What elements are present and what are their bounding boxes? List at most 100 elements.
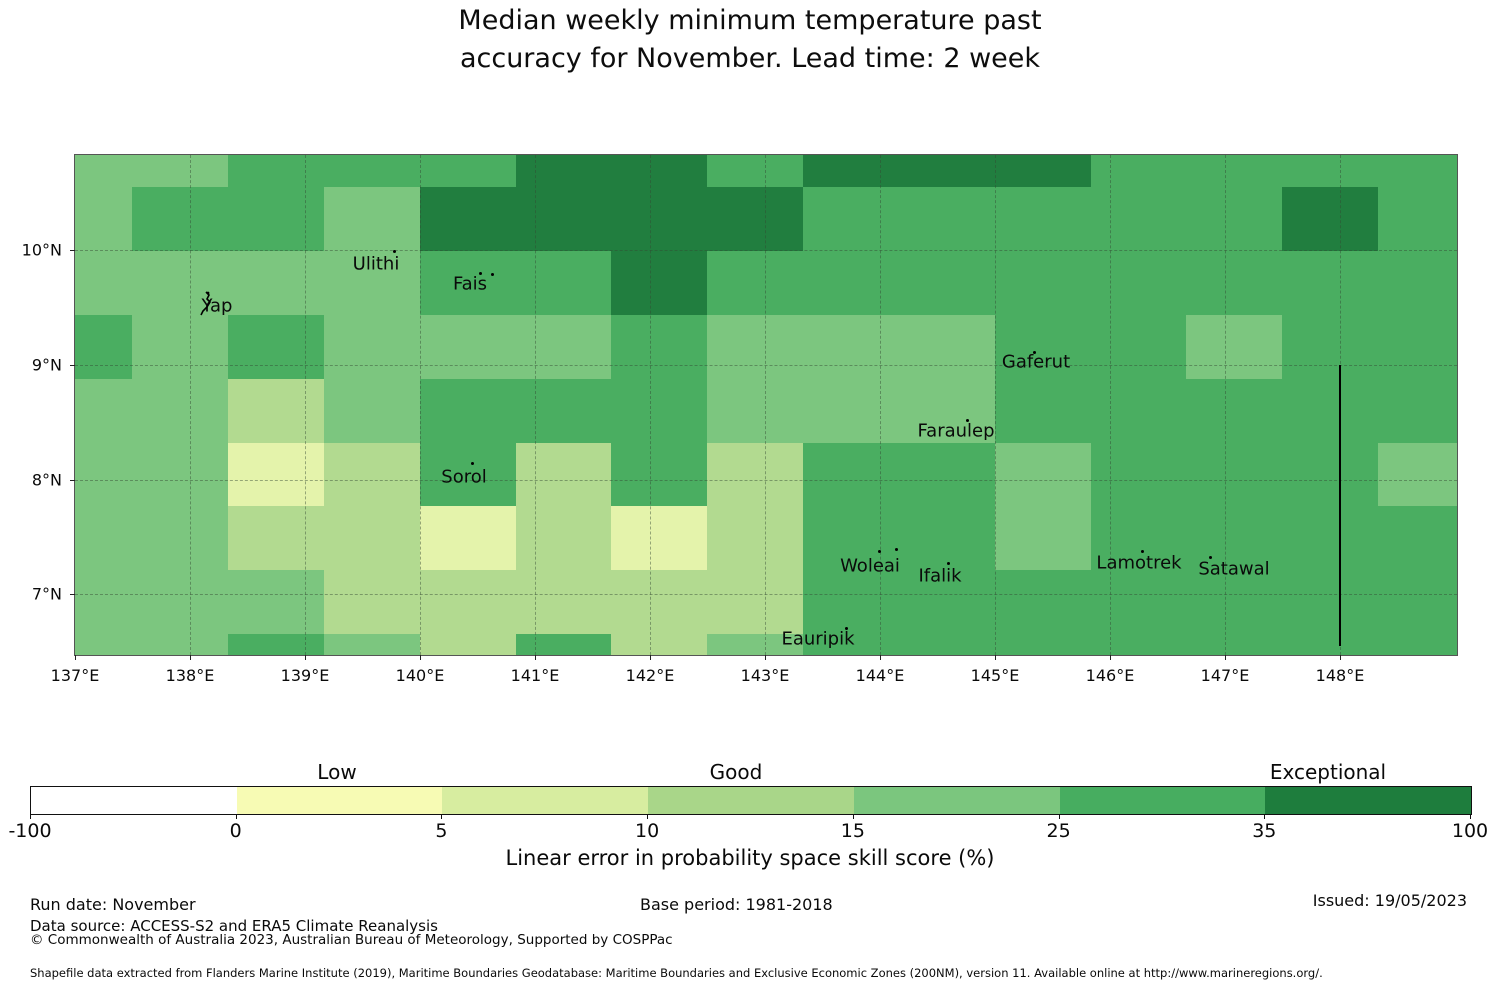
y-axis-tick — [70, 250, 75, 251]
heatmap-cell — [611, 378, 708, 444]
colorbar-segment — [236, 787, 443, 814]
heatmap-cell — [228, 155, 325, 188]
heatmap-cell — [515, 634, 613, 655]
heatmap-cell — [1378, 314, 1457, 380]
heatmap-cell — [1186, 634, 1283, 655]
heatmap-cell — [1186, 250, 1283, 316]
island-marker-dot — [471, 462, 474, 465]
x-axis-tick-label: 143°E — [740, 666, 790, 685]
colorbar-tick — [441, 814, 443, 819]
longitude-gridline — [535, 155, 536, 655]
heatmap-cell — [803, 155, 900, 188]
colorbar — [30, 786, 1472, 815]
heatmap-cell — [1378, 634, 1457, 655]
heatmap-cell — [1090, 378, 1188, 444]
copyright-text: © Commonwealth of Australia 2023, Austra… — [30, 932, 673, 948]
latitude-gridline — [75, 250, 1457, 251]
heatmap-cell — [515, 187, 613, 252]
heatmap-cell — [1282, 506, 1379, 572]
island-label-faraulep: Faraulep — [917, 420, 995, 442]
heatmap-cell — [132, 187, 229, 252]
heatmap-cell — [994, 155, 1092, 188]
heatmap-cell — [611, 506, 708, 572]
heatmap-cell — [75, 506, 133, 572]
heatmap-cell — [515, 506, 613, 572]
colorbar-category-low: Low — [317, 760, 357, 784]
heatmap-cell — [611, 187, 708, 252]
colorbar-tick — [30, 814, 31, 819]
island-marker-dot — [895, 548, 898, 551]
x-axis-tick-label: 147°E — [1200, 666, 1250, 685]
heatmap-cell — [75, 634, 133, 655]
heatmap-cell — [898, 506, 996, 572]
heatmap-cell — [994, 506, 1092, 572]
heatmap-cell — [1186, 155, 1283, 188]
heatmap-cell — [323, 378, 421, 444]
heatmap-cell — [323, 570, 421, 635]
heatmap-cell — [1090, 314, 1188, 380]
longitude-gridline — [880, 155, 881, 655]
colorbar-tick-label: 100 — [1451, 820, 1489, 842]
x-axis-tick — [1110, 655, 1111, 660]
heatmap-cell — [419, 570, 517, 635]
heatmap-cell — [803, 250, 900, 316]
island-marker-dot — [393, 250, 396, 253]
island-marker-dot — [479, 272, 482, 275]
heatmap-cell — [75, 378, 133, 444]
heatmap-cell — [1282, 314, 1379, 380]
chart-title-line1: Median weekly minimum temperature past — [458, 5, 1042, 36]
heatmap-cell — [707, 634, 804, 655]
y-axis-tick-label: 7°N — [31, 584, 62, 604]
heatmap-cell — [419, 378, 517, 444]
heatmap-cell — [515, 155, 613, 188]
heatmap-cell — [323, 442, 421, 508]
heatmap-cell — [803, 314, 900, 380]
colorbar-segment — [1059, 787, 1266, 814]
island-marker-dot — [491, 273, 494, 276]
island-label-lamotrek: Lamotrek — [1096, 552, 1182, 574]
heatmap-cell — [228, 378, 325, 444]
heatmap-cell — [323, 634, 421, 655]
heatmap-cell — [515, 250, 613, 316]
heatmap-cell — [994, 314, 1092, 380]
heatmap-cell — [419, 314, 517, 380]
latitude-gridline — [75, 594, 1457, 596]
heatmap-cell — [611, 634, 708, 655]
heatmap-cell — [1186, 506, 1283, 572]
island-label-ifalik: Ifalik — [918, 565, 962, 587]
heatmap-cell — [1378, 250, 1457, 316]
heatmap-cell — [1378, 378, 1457, 444]
heatmap-cell — [419, 634, 517, 655]
colorbar-segment — [648, 787, 854, 814]
longitude-gridline — [1110, 155, 1111, 655]
maritime-boundary-line — [1339, 364, 1341, 646]
heatmap-cell — [898, 187, 996, 252]
latitude-gridline — [75, 364, 1457, 366]
heatmap-cell — [1090, 442, 1188, 508]
x-axis-tick — [1225, 655, 1226, 660]
heatmap-cell — [994, 442, 1092, 508]
longitude-gridline — [995, 155, 996, 655]
x-axis-tick-label: 140°E — [395, 666, 445, 685]
x-axis-tick-label: 144°E — [855, 666, 905, 685]
heatmap-cell — [707, 250, 804, 316]
heatmap-cell — [803, 570, 900, 635]
x-axis-tick — [305, 655, 306, 660]
heatmap-cell — [898, 314, 996, 380]
heatmap-cell — [75, 314, 133, 380]
heatmap-cell — [707, 506, 804, 572]
island-marker-dot — [966, 419, 969, 422]
heatmap-cell — [611, 314, 708, 380]
latitude-gridline — [75, 479, 1457, 481]
longitude-gridline — [420, 155, 421, 655]
y-axis-tick — [70, 479, 75, 481]
run-date-text: Run date: November — [30, 895, 196, 914]
heatmap-cell — [898, 634, 996, 655]
heatmap-cell — [1090, 506, 1188, 572]
colorbar-tick-label: 0 — [229, 820, 242, 842]
heatmap-cell — [898, 442, 996, 508]
heatmap-cell — [132, 570, 229, 635]
heatmap-cell — [898, 378, 996, 444]
colorbar-tick — [1470, 814, 1471, 819]
heatmap-cell — [1186, 378, 1283, 444]
